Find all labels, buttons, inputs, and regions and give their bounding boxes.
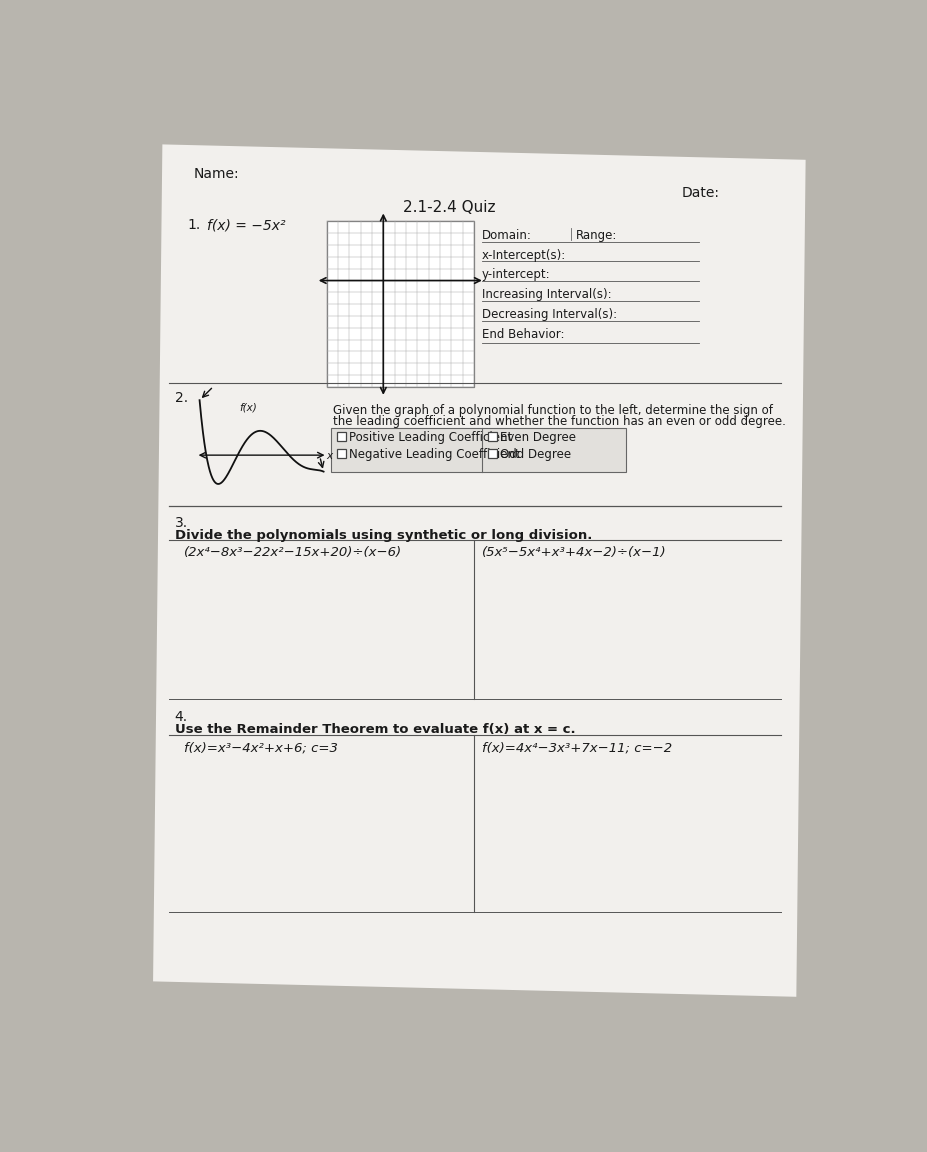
- Text: Range:: Range:: [577, 229, 617, 242]
- Text: f(x)=4x⁴−3x³+7x−11; c=−2: f(x)=4x⁴−3x³+7x−11; c=−2: [482, 741, 672, 755]
- Text: 2.: 2.: [175, 391, 188, 404]
- Text: Positive Leading Coefficient: Positive Leading Coefficient: [349, 431, 513, 444]
- Bar: [326, 221, 474, 387]
- Text: Date:: Date:: [681, 185, 719, 200]
- Text: Increasing Interval(s):: Increasing Interval(s):: [482, 288, 611, 302]
- Text: Given the graph of a polynomial function to the left, determine the sign of: Given the graph of a polynomial function…: [333, 404, 773, 417]
- Polygon shape: [153, 144, 806, 996]
- Text: End Behavior:: End Behavior:: [482, 328, 565, 341]
- Text: the leading coefficient and whether the function has an even or odd degree.: the leading coefficient and whether the …: [333, 416, 786, 429]
- Text: 2.1-2.4 Quiz: 2.1-2.4 Quiz: [403, 199, 495, 214]
- Text: 4.: 4.: [175, 710, 188, 723]
- Text: Even Degree: Even Degree: [501, 431, 577, 444]
- Bar: [337, 432, 346, 441]
- Bar: [331, 427, 626, 472]
- Text: Negative Leading Coefficient: Negative Leading Coefficient: [349, 448, 520, 461]
- Text: Odd Degree: Odd Degree: [501, 448, 571, 461]
- Text: f(x): f(x): [239, 402, 257, 412]
- Text: 1.: 1.: [187, 219, 200, 233]
- Bar: [337, 448, 346, 457]
- Text: f(x)=x³−4x²+x+6; c=3: f(x)=x³−4x²+x+6; c=3: [184, 741, 338, 755]
- Bar: [488, 448, 497, 457]
- Text: f(x) = −5x²: f(x) = −5x²: [208, 219, 286, 233]
- Text: y-intercept:: y-intercept:: [482, 268, 551, 281]
- Text: 3.: 3.: [175, 516, 188, 530]
- Text: x: x: [326, 452, 333, 461]
- Text: (5x⁵−5x⁴+x³+4x−2)÷(x−1): (5x⁵−5x⁴+x³+4x−2)÷(x−1): [482, 546, 667, 560]
- Text: Domain:: Domain:: [482, 229, 531, 242]
- Text: Name:: Name:: [194, 167, 239, 182]
- Text: Decreasing Interval(s):: Decreasing Interval(s):: [482, 309, 616, 321]
- Bar: [488, 432, 497, 441]
- Text: Use the Remainder Theorem to evaluate f(x) at x = c.: Use the Remainder Theorem to evaluate f(…: [175, 723, 576, 736]
- Text: Divide the polynomials using synthetic or long division.: Divide the polynomials using synthetic o…: [175, 530, 592, 543]
- Text: x-Intercept(s):: x-Intercept(s):: [482, 249, 565, 263]
- Text: (2x⁴−8x³−22x²−15x+20)÷(x−6): (2x⁴−8x³−22x²−15x+20)÷(x−6): [184, 546, 402, 560]
